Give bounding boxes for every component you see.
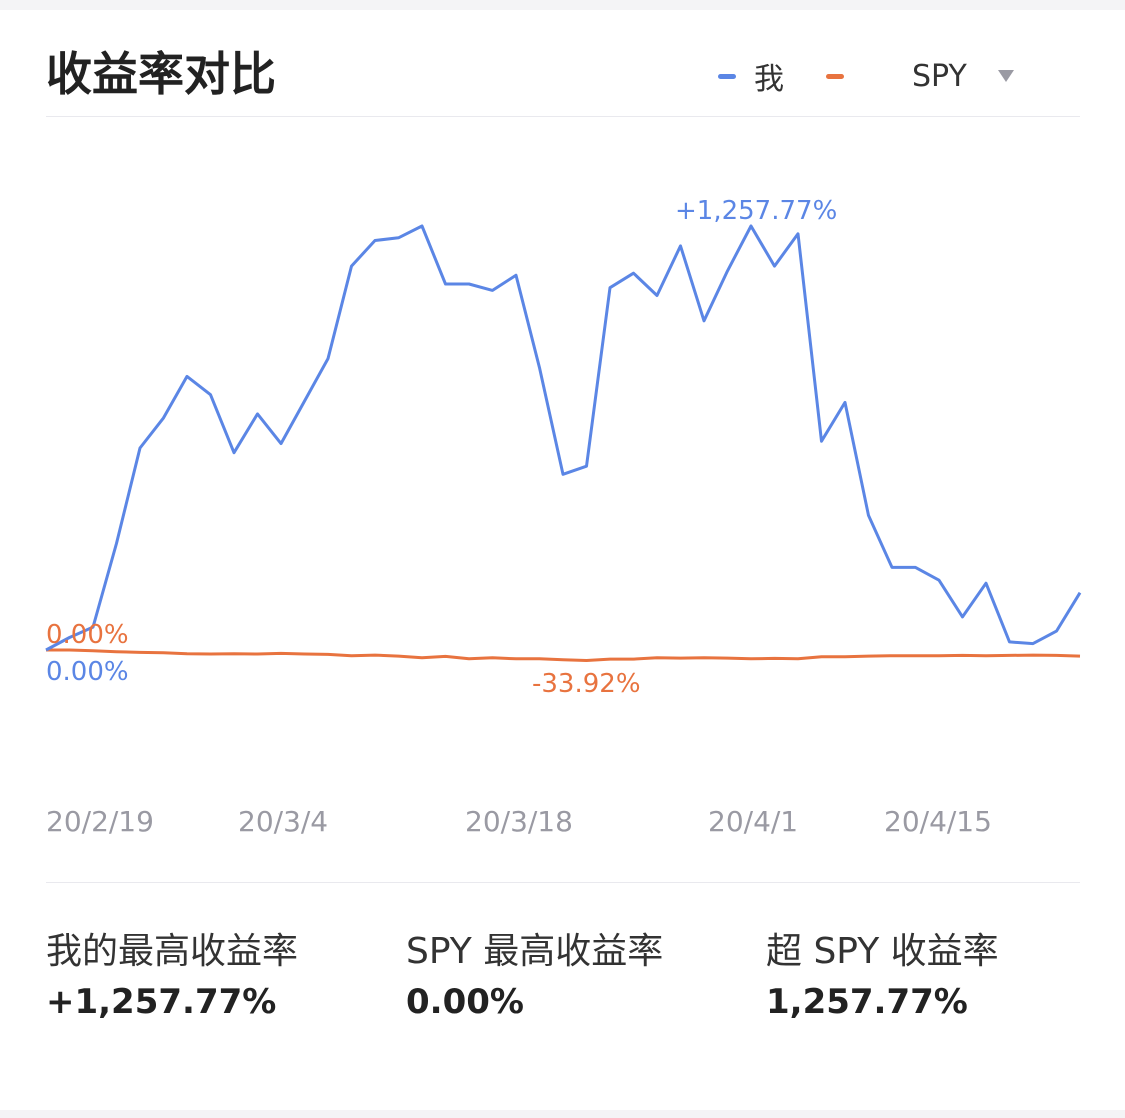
legend-item-me: 我 — [718, 48, 784, 104]
stat-label-excess: 超 SPY 收益率 — [766, 931, 999, 972]
x-tick-label: 20/3/4 — [238, 805, 328, 838]
stat-label-spy-max: SPY 最高收益率 — [406, 931, 664, 972]
stat-value-my-max: +1,257.77% — [46, 982, 277, 1022]
legend-label-benchmark: SPY — [912, 58, 967, 94]
annotation-label: 0.00% — [46, 657, 129, 687]
return-comparison-card: 收益率对比 我 SPY 我的最高收益率 +1,257.77% SPY 最高收益率… — [0, 10, 1125, 1110]
stat-label-my-max: 我的最高收益率 — [46, 931, 299, 972]
annotation-label: -33.92% — [532, 669, 641, 699]
header-divider — [46, 116, 1080, 117]
benchmark-selector[interactable]: SPY — [826, 48, 1015, 104]
annotation-label: 0.00% — [46, 620, 129, 650]
x-tick-label: 20/4/15 — [884, 805, 992, 838]
legend-swatch-me — [718, 73, 736, 79]
legend-label-me: 我 — [754, 62, 784, 97]
x-tick-label: 20/2/19 — [46, 805, 154, 838]
stats-divider — [46, 882, 1080, 883]
page-title: 收益率对比 — [46, 47, 276, 101]
annotation-label: +1,257.77% — [675, 196, 837, 226]
legend-swatch-benchmark — [826, 73, 844, 79]
stat-value-spy-max: 0.00% — [406, 982, 524, 1022]
triangle-down-icon[interactable] — [997, 69, 1015, 83]
x-tick-label: 20/4/1 — [708, 805, 798, 838]
series-line-spy — [46, 648, 1081, 662]
x-tick-label: 20/3/18 — [465, 805, 573, 838]
stat-value-excess: 1,257.77% — [766, 982, 968, 1022]
series-line-me — [45, 224, 1082, 652]
